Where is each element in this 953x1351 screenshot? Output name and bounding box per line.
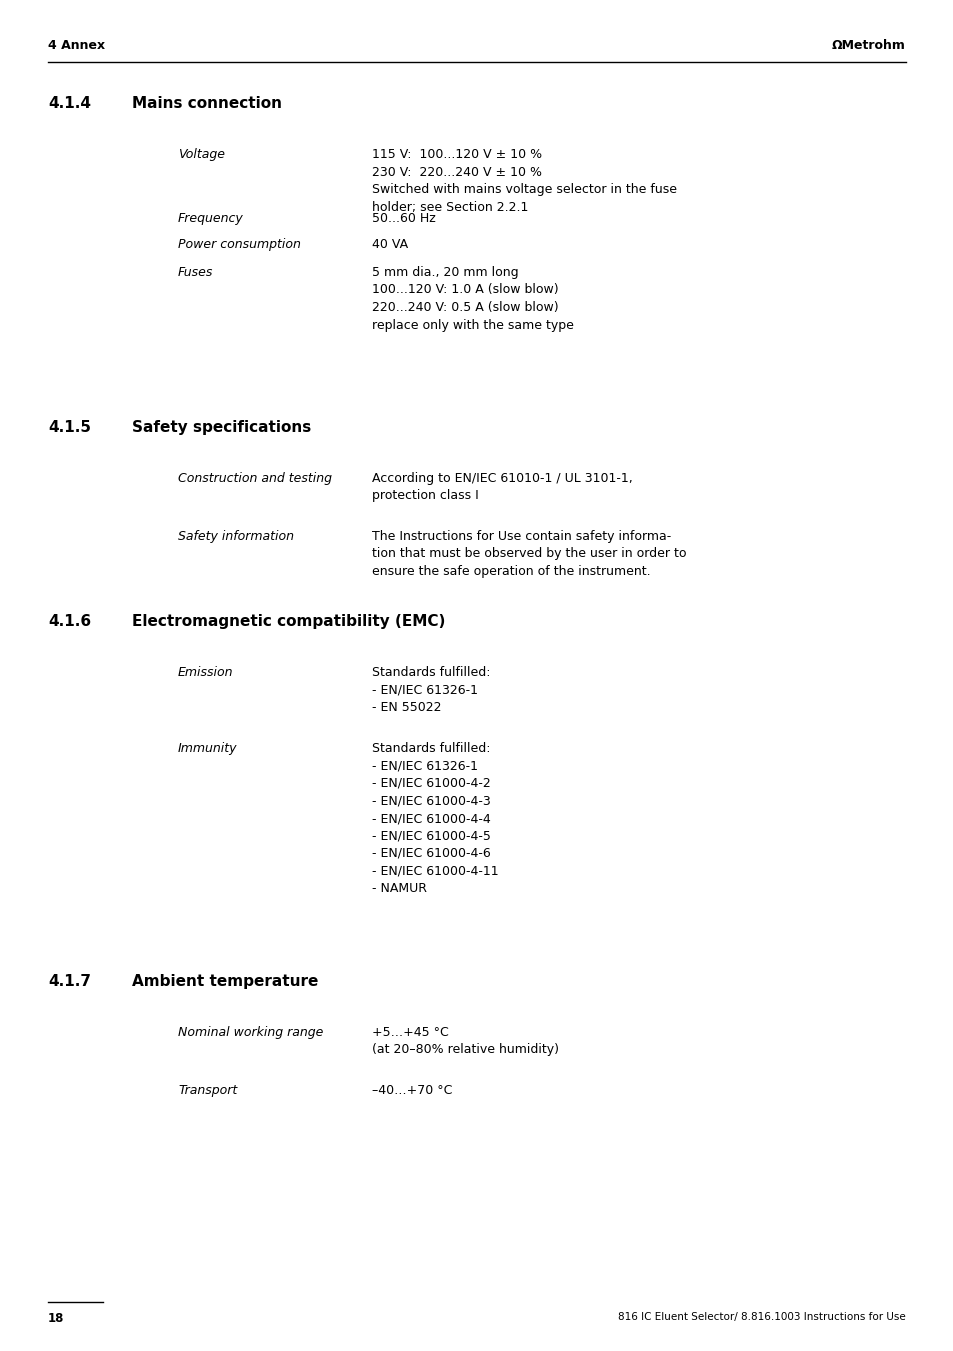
Text: According to EN/IEC 61010-1 / UL 3101-1,: According to EN/IEC 61010-1 / UL 3101-1, — [372, 471, 632, 485]
Text: - NAMUR: - NAMUR — [372, 882, 427, 894]
Text: - EN/IEC 61000-4-11: - EN/IEC 61000-4-11 — [372, 865, 498, 878]
Text: replace only with the same type: replace only with the same type — [372, 319, 574, 331]
Text: Nominal working range: Nominal working range — [178, 1025, 323, 1039]
Text: 5 mm dia., 20 mm long: 5 mm dia., 20 mm long — [372, 266, 518, 280]
Text: 50...60 Hz: 50...60 Hz — [372, 212, 436, 226]
Text: 220...240 V: 0.5 A (slow blow): 220...240 V: 0.5 A (slow blow) — [372, 301, 558, 313]
Text: Switched with mains voltage selector in the fuse: Switched with mains voltage selector in … — [372, 182, 677, 196]
Text: - EN 55022: - EN 55022 — [372, 701, 441, 713]
Text: - EN/IEC 61000-4-2: - EN/IEC 61000-4-2 — [372, 777, 490, 790]
Text: Mains connection: Mains connection — [132, 96, 282, 111]
Text: - EN/IEC 61000-4-3: - EN/IEC 61000-4-3 — [372, 794, 490, 808]
Text: 4.1.7: 4.1.7 — [48, 974, 91, 989]
Text: ΩMetrohm: ΩMetrohm — [831, 39, 905, 51]
Text: Safety information: Safety information — [178, 530, 294, 543]
Text: ensure the safe operation of the instrument.: ensure the safe operation of the instrum… — [372, 565, 650, 578]
Text: (at 20–80% relative humidity): (at 20–80% relative humidity) — [372, 1043, 558, 1056]
Text: 4.1.6: 4.1.6 — [48, 613, 91, 630]
Text: 230 V:  220...240 V ± 10 %: 230 V: 220...240 V ± 10 % — [372, 166, 541, 178]
Text: 40 VA: 40 VA — [372, 238, 408, 251]
Text: Safety specifications: Safety specifications — [132, 420, 311, 435]
Text: 4.1.4: 4.1.4 — [48, 96, 91, 111]
Text: tion that must be observed by the user in order to: tion that must be observed by the user i… — [372, 547, 686, 561]
Text: –40…+70 °C: –40…+70 °C — [372, 1084, 452, 1097]
Text: 4.1.5: 4.1.5 — [48, 420, 91, 435]
Text: 100...120 V: 1.0 A (slow blow): 100...120 V: 1.0 A (slow blow) — [372, 284, 558, 296]
Text: Construction and testing: Construction and testing — [178, 471, 332, 485]
Text: Standards fulfilled:: Standards fulfilled: — [372, 742, 490, 755]
Text: - EN/IEC 61000-4-5: - EN/IEC 61000-4-5 — [372, 830, 491, 843]
Text: Frequency: Frequency — [178, 212, 244, 226]
Text: Emission: Emission — [178, 666, 233, 680]
Text: - EN/IEC 61000-4-6: - EN/IEC 61000-4-6 — [372, 847, 490, 861]
Text: 4 Annex: 4 Annex — [48, 39, 105, 51]
Text: Ambient temperature: Ambient temperature — [132, 974, 318, 989]
Text: - EN/IEC 61000-4-4: - EN/IEC 61000-4-4 — [372, 812, 490, 825]
Text: 816 IC Eluent Selector/ 8.816.1003 Instructions for Use: 816 IC Eluent Selector/ 8.816.1003 Instr… — [618, 1312, 905, 1323]
Text: - EN/IEC 61326-1: - EN/IEC 61326-1 — [372, 759, 477, 773]
Text: 115 V:  100...120 V ± 10 %: 115 V: 100...120 V ± 10 % — [372, 149, 541, 161]
Text: protection class Ⅰ: protection class Ⅰ — [372, 489, 478, 503]
Text: The Instructions for Use contain safety informa-: The Instructions for Use contain safety … — [372, 530, 671, 543]
Text: Voltage: Voltage — [178, 149, 225, 161]
Text: Immunity: Immunity — [178, 742, 237, 755]
Text: holder; see Section 2.2.1: holder; see Section 2.2.1 — [372, 200, 528, 213]
Text: Power consumption: Power consumption — [178, 238, 300, 251]
Text: Electromagnetic compatibility (EMC): Electromagnetic compatibility (EMC) — [132, 613, 445, 630]
Text: - EN/IEC 61326-1: - EN/IEC 61326-1 — [372, 684, 477, 697]
Text: Transport: Transport — [178, 1084, 237, 1097]
Text: Fuses: Fuses — [178, 266, 213, 280]
Text: Standards fulfilled:: Standards fulfilled: — [372, 666, 490, 680]
Text: +5…+45 °C: +5…+45 °C — [372, 1025, 448, 1039]
Text: 18: 18 — [48, 1312, 64, 1325]
